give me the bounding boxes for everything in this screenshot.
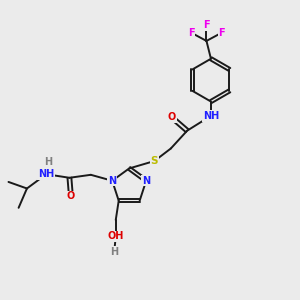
Text: NH: NH — [203, 111, 219, 121]
Text: N: N — [108, 176, 116, 186]
Text: S: S — [151, 156, 158, 166]
Text: N: N — [142, 176, 150, 186]
Text: F: F — [188, 28, 194, 38]
Text: H: H — [110, 247, 118, 257]
Text: O: O — [67, 191, 75, 201]
Text: F: F — [219, 28, 225, 38]
Text: NH: NH — [38, 169, 54, 179]
Text: H: H — [44, 157, 52, 167]
Text: O: O — [168, 112, 176, 122]
Text: F: F — [203, 20, 210, 31]
Text: OH: OH — [108, 231, 124, 242]
